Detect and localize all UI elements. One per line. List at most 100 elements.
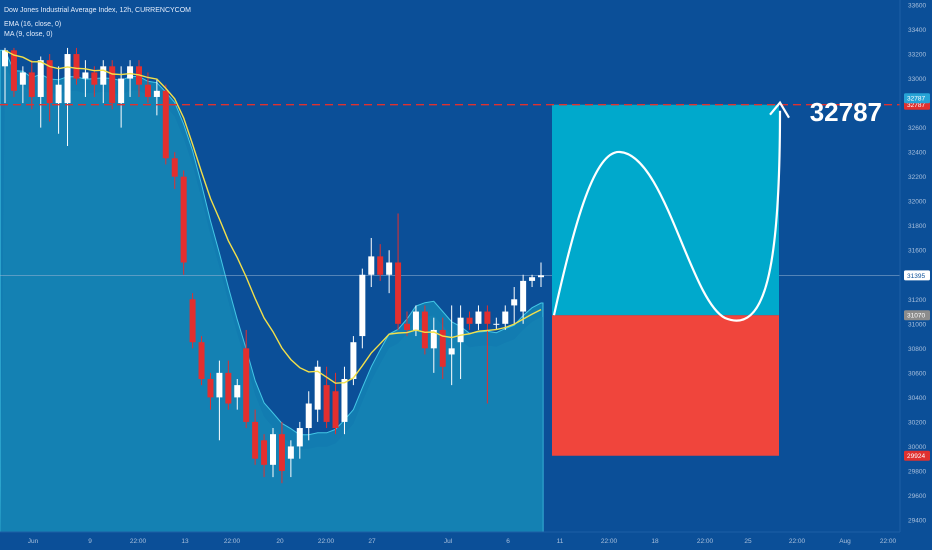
ema-line <box>4 49 542 384</box>
price-tag-label: 31070 <box>907 313 925 320</box>
candle-body <box>189 299 196 343</box>
ma-legend: MA (9, close, 0) <box>4 31 53 38</box>
price-tag-label: 31395 <box>907 273 925 280</box>
candle-body <box>55 84 62 104</box>
candle <box>10 47 17 97</box>
candle-body <box>493 323 500 325</box>
x-tick-label: 27 <box>368 538 376 545</box>
candle-body <box>529 277 536 281</box>
candle <box>171 152 178 189</box>
candle <box>538 262 544 288</box>
candle <box>386 250 393 294</box>
candle <box>466 311 473 330</box>
y-tick-label: 33400 <box>908 27 926 34</box>
price-tag-box <box>904 310 930 321</box>
x-tick-label: 22:00 <box>880 538 897 545</box>
candle-body <box>28 72 35 97</box>
y-tick-label: 31600 <box>908 248 926 255</box>
x-tick-label: 6 <box>506 538 510 545</box>
price-tag-box <box>904 450 930 461</box>
stop-zone <box>552 315 779 456</box>
candle-body <box>19 72 26 85</box>
candle <box>91 66 98 97</box>
candle <box>421 305 428 355</box>
y-tick-label: 33200 <box>908 52 926 59</box>
candle <box>305 391 312 441</box>
candle <box>439 317 446 379</box>
candle-body <box>127 66 134 79</box>
candle-body <box>91 72 98 85</box>
y-tick-label: 30000 <box>908 444 926 451</box>
candle-body <box>359 274 366 337</box>
y-tick-label: 29800 <box>908 468 926 475</box>
x-tick-label: 25 <box>744 538 752 545</box>
candle-body <box>511 299 518 306</box>
candle <box>207 372 214 410</box>
candle-body <box>225 372 232 404</box>
x-tick-label: 20 <box>276 538 284 545</box>
candle-body <box>171 158 178 177</box>
y-tick-label: 32400 <box>908 150 926 157</box>
candle-body <box>350 342 357 379</box>
candle <box>493 317 500 330</box>
candle-body <box>484 311 491 324</box>
candle <box>296 421 303 459</box>
x-tick-label: 22:00 <box>224 538 241 545</box>
candle <box>457 305 464 379</box>
candle-body <box>395 262 402 324</box>
y-tick-label: 29600 <box>908 493 926 500</box>
y-tick-label: 32000 <box>908 199 926 206</box>
candle <box>180 170 187 275</box>
candle <box>82 60 89 97</box>
candle-body <box>439 329 446 367</box>
candle-body <box>162 90 169 159</box>
candle-body <box>109 66 116 104</box>
candle-body <box>520 280 527 312</box>
candle <box>118 66 125 128</box>
candle <box>395 213 402 330</box>
candle <box>359 268 366 349</box>
candle <box>475 305 482 330</box>
y-tick-label: 32200 <box>908 174 926 181</box>
price-tag: 31395 <box>904 270 930 281</box>
ema-legend: EMA (16, close, 0) <box>4 21 62 28</box>
x-tick-label: 13 <box>181 538 189 545</box>
candle <box>261 434 268 478</box>
y-tick-label: 30200 <box>908 419 926 426</box>
candle <box>64 47 71 147</box>
candle <box>73 47 80 85</box>
x-tick-label: 11 <box>557 538 564 545</box>
x-tick-label: 22:00 <box>318 538 335 545</box>
candle <box>109 60 116 110</box>
candle-body <box>368 256 375 275</box>
candle-body <box>180 176 187 263</box>
candle <box>430 317 437 373</box>
candle-body <box>421 311 428 349</box>
candle <box>278 421 285 484</box>
candle <box>377 244 384 281</box>
x-tick-label: 18 <box>651 538 659 545</box>
y-tick-label: 33000 <box>908 76 926 83</box>
candle-body <box>2 50 8 67</box>
candle <box>28 60 35 110</box>
candle <box>341 366 348 435</box>
candle-body <box>73 54 80 79</box>
candle <box>234 378 241 410</box>
candle <box>511 287 518 324</box>
candle-body <box>412 311 419 330</box>
candle-body <box>386 262 393 275</box>
candle-body <box>278 434 285 471</box>
y-tick-label: 32600 <box>908 125 926 132</box>
x-tick-label: Jul <box>444 538 453 545</box>
candle <box>162 84 169 165</box>
candle-body <box>37 60 44 97</box>
candle <box>252 409 259 465</box>
candle-body <box>323 385 330 422</box>
candle-body <box>198 342 205 379</box>
candle <box>484 305 491 404</box>
chart-title: Dow Jones Industrial Average Index, 12h,… <box>4 7 192 14</box>
candle-body <box>314 366 321 410</box>
candle-body <box>216 372 223 398</box>
candle <box>270 428 276 478</box>
